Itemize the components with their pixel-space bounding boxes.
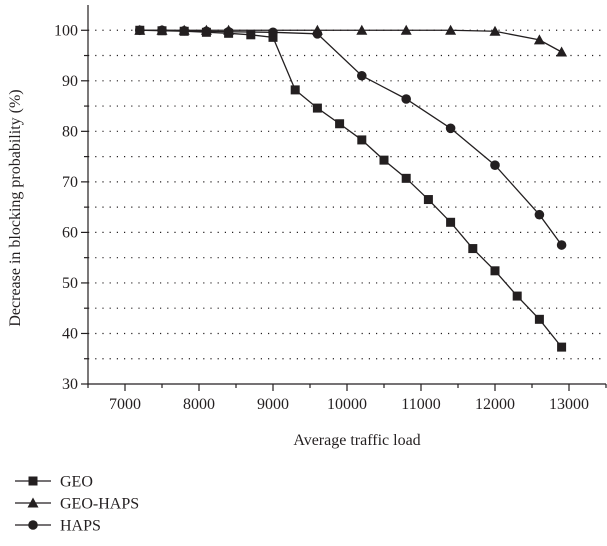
legend-label: GEO [60, 474, 93, 491]
data-point-haps [445, 123, 456, 134]
data-point-geo-haps [556, 46, 568, 57]
y-tick-label: 90 [62, 73, 78, 90]
series-haps [135, 25, 567, 250]
data-point-geo [290, 85, 300, 95]
y-tick-label: 30 [62, 376, 78, 393]
x-tick-label: 12000 [475, 396, 515, 413]
series-lines [134, 24, 568, 352]
data-point-geo-haps [533, 34, 545, 45]
series-line-geo [139, 29, 563, 348]
tick-labels: 30 40 50 60 70 80 90 100 7000 8000 9000 10000 11000 1… [54, 22, 589, 413]
data-point-geo [557, 342, 567, 352]
x-tick-label: 11000 [401, 396, 440, 413]
data-point-geo [512, 291, 522, 301]
data-point-geo [468, 244, 478, 254]
data-point-haps [268, 27, 278, 38]
data-point-geo [312, 103, 322, 113]
data-point-geo [446, 217, 456, 227]
data-point-geo [534, 314, 544, 324]
data-point-haps [357, 70, 367, 81]
legend-item-geo: GEO [15, 474, 93, 491]
x-tick-label: 9000 [257, 396, 289, 413]
data-point-geo-haps [445, 24, 457, 35]
series-geo [135, 25, 567, 352]
x-tick-label: 13000 [549, 396, 589, 413]
x-axis-title: Average traffic load [293, 432, 420, 449]
legend: GEO GEO-HAPS HAPS [15, 474, 139, 535]
series-geo-haps [134, 24, 568, 57]
legend-item-geo-haps: GEO-HAPS [15, 496, 139, 513]
legend-item-haps: HAPS [15, 518, 101, 535]
data-point-haps [179, 25, 189, 36]
data-point-haps [490, 160, 500, 170]
data-point-haps [534, 209, 545, 220]
data-point-geo-haps [356, 24, 368, 35]
y-tick-label: 70 [62, 174, 78, 191]
data-point-geo [379, 155, 389, 165]
data-point-geo [423, 195, 433, 205]
data-point-haps [312, 29, 323, 39]
axes [81, 5, 607, 391]
data-point-haps [135, 25, 145, 36]
series-line-haps [139, 29, 563, 246]
data-point-geo [401, 173, 411, 183]
data-point-geo [335, 119, 345, 129]
y-axis-title: Decrease in blocking probability (%) [7, 89, 24, 326]
x-tick-label: 8000 [183, 396, 215, 413]
data-point-haps [556, 240, 567, 250]
data-point-geo-haps [400, 24, 412, 35]
data-point-haps [201, 26, 212, 37]
y-tick-label: 60 [62, 224, 78, 241]
data-point-geo [268, 32, 278, 42]
legend-marker-haps [28, 520, 38, 530]
data-point-geo-haps [489, 25, 501, 36]
data-point-geo [357, 135, 367, 145]
y-tick-label: 40 [62, 325, 78, 342]
y-tick-label: 50 [62, 275, 78, 292]
legend-label: GEO-HAPS [60, 496, 139, 513]
data-point-geo [246, 30, 256, 40]
x-tick-label: 7000 [109, 396, 141, 413]
gridlines [88, 29, 606, 360]
y-tick-label: 100 [54, 22, 78, 39]
y-tick-label: 80 [62, 123, 78, 140]
data-point-haps [401, 94, 412, 104]
x-tick-label: 10000 [327, 396, 367, 413]
data-point-haps [157, 25, 167, 36]
data-point-geo [490, 266, 500, 276]
legend-marker-geo-haps [27, 497, 39, 508]
legend-label: HAPS [60, 518, 101, 535]
data-point-haps [223, 26, 234, 37]
legend-marker-geo [28, 476, 38, 486]
